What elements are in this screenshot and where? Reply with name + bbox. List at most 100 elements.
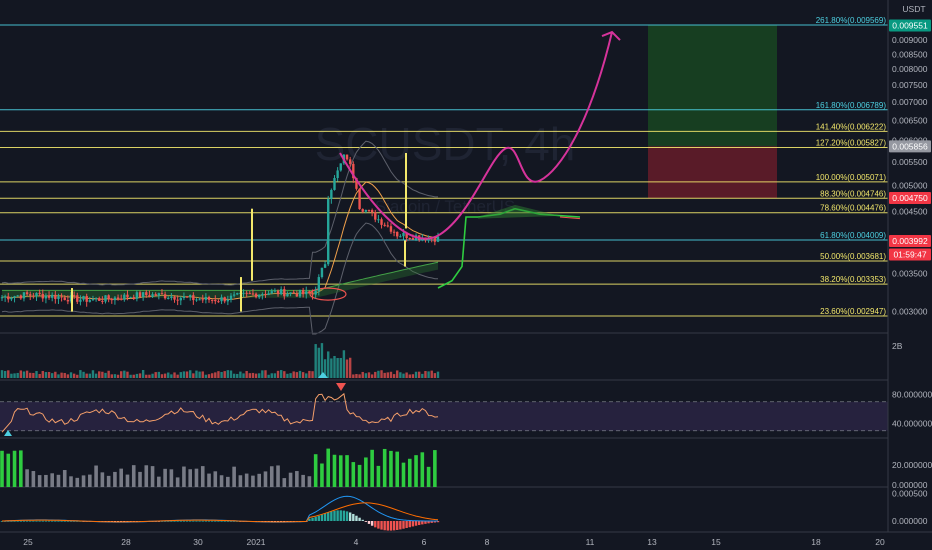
candle-body <box>145 292 148 296</box>
fib-label-1: 161.80%(0.006789) <box>816 101 887 110</box>
candle-body <box>283 289 286 297</box>
watermark-subtitle: Siacoin / TetherUS <box>375 197 515 216</box>
volume-bar <box>66 374 70 378</box>
volume-bar <box>170 374 173 378</box>
candle-body <box>204 297 208 300</box>
macd-hist-bar <box>66 520 70 522</box>
candle-body <box>399 236 402 238</box>
candle-body <box>195 299 198 301</box>
time-tick-5: 6 <box>422 537 427 547</box>
macd-tick-1: 0.000000 <box>892 516 928 526</box>
volume-bar <box>192 373 195 378</box>
volume-bar <box>264 370 267 378</box>
momentum-bar <box>307 476 312 487</box>
candle-body <box>402 232 405 237</box>
volume-bar <box>245 370 248 378</box>
macd-hist-bar <box>35 520 38 522</box>
candle-body <box>19 295 23 299</box>
volume-bar <box>145 374 148 378</box>
volume-bar <box>402 373 405 378</box>
volume-bar <box>348 357 352 378</box>
macd-hist-bar <box>32 520 35 522</box>
macd-hist-bar <box>411 521 415 527</box>
volume-bar <box>236 373 239 378</box>
volume-bar <box>50 373 54 378</box>
candle-body <box>405 232 408 239</box>
volume-bar <box>35 371 38 378</box>
price-tag-text-2: 0.004750 <box>892 193 928 203</box>
fibonacci-levels[interactable]: 261.80%(0.009569) 161.80%(0.006789) 141.40… <box>0 16 888 317</box>
projection-drawings[interactable] <box>339 30 621 240</box>
candle-body <box>82 296 85 300</box>
momentum-bar <box>420 452 425 487</box>
momentum-bar <box>94 465 98 487</box>
momentum-bar <box>326 448 331 487</box>
momentum-bar <box>345 455 349 487</box>
momentum-bar <box>69 476 73 487</box>
time-axis[interactable]: 25 28 30 2021 4 6 8 11 13 15 18 20 <box>23 537 885 547</box>
momentum-bar <box>288 472 293 487</box>
candle-body <box>76 295 79 302</box>
candle-body <box>320 267 324 278</box>
candle-body <box>7 296 10 300</box>
macd-hist-bar <box>226 520 230 522</box>
candle-body <box>0 297 4 299</box>
volume-bar <box>383 372 386 378</box>
time-tick-11: 20 <box>875 537 885 547</box>
momentum-bar <box>200 466 205 487</box>
volume-bar <box>239 371 242 378</box>
macd-hist-bar <box>57 520 60 522</box>
price-axis[interactable]: 0.009000 0.008500 0.008000 0.007500 0.007000… <box>892 35 928 316</box>
volume-bar <box>79 370 82 378</box>
volume-bar <box>433 373 437 378</box>
momentum-bar <box>357 464 362 487</box>
volume-bar <box>154 372 157 378</box>
volume-bar <box>72 373 76 378</box>
candle-body <box>223 297 226 302</box>
candle-body <box>289 292 292 294</box>
long-position-target-zone[interactable] <box>648 25 777 147</box>
candle-body <box>116 297 120 299</box>
candle-body <box>60 296 63 298</box>
candle-body <box>16 295 19 297</box>
momentum-bar <box>150 466 155 487</box>
volume-bar <box>352 374 355 378</box>
price-tag-bg-1 <box>889 140 931 153</box>
momentum-tick-1: 0.000000 <box>892 480 928 490</box>
volume-bar <box>82 371 85 378</box>
momentum-bar <box>213 471 218 487</box>
volume-bar <box>54 371 57 378</box>
price-tick-6: 0.006000 <box>892 135 928 145</box>
candle-body <box>436 236 440 242</box>
volume-bar <box>94 373 98 378</box>
macd-hist-bar <box>333 510 336 521</box>
momentum-bar <box>251 475 255 487</box>
price-tag-text-1: 0.005856 <box>892 141 928 151</box>
macd-hist-bar <box>417 521 421 526</box>
macd-hist-bar <box>229 520 233 522</box>
momentum-bar <box>301 474 305 487</box>
candle-body <box>292 292 295 294</box>
macd-hist-bar <box>320 514 324 521</box>
macd-hist-bar <box>195 520 198 522</box>
macd-hist-bar <box>72 520 76 522</box>
momentum-bar <box>414 455 418 487</box>
macd-hist-bar <box>308 518 311 521</box>
candle-body <box>261 294 264 296</box>
momentum-bar <box>338 455 343 487</box>
macd-hist-bar <box>427 521 430 524</box>
candle-body <box>44 295 48 299</box>
volume-bar <box>32 372 35 378</box>
momentum-bar <box>232 466 236 487</box>
macd-hist-bar <box>201 520 204 522</box>
volume-bar <box>311 371 314 378</box>
candle-body <box>123 294 126 300</box>
candle-body <box>47 295 51 298</box>
long-position-stop-zone[interactable] <box>648 146 777 199</box>
volume-bar <box>370 374 374 378</box>
momentum-bar <box>75 477 80 487</box>
price-tick-7: 0.005500 <box>892 157 928 167</box>
macd-hist-bar <box>386 521 390 531</box>
momentum-bar <box>31 471 36 487</box>
